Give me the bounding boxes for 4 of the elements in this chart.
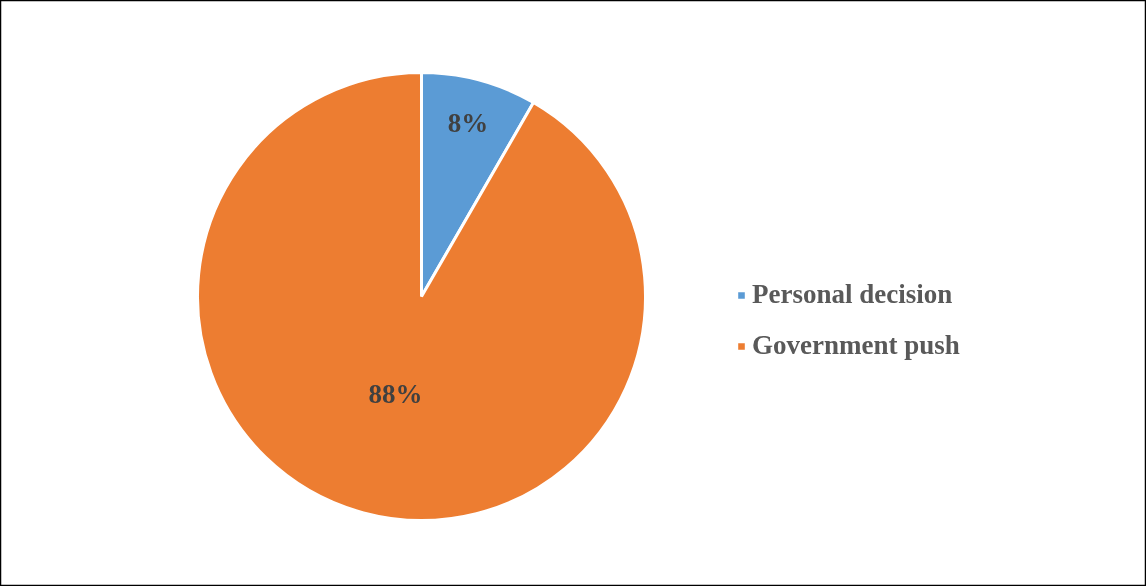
legend-label: Personal decision (752, 279, 953, 310)
legend-label: Government push (752, 330, 960, 361)
data-label: 8% (447, 108, 489, 139)
data-label: 88% (368, 378, 423, 409)
